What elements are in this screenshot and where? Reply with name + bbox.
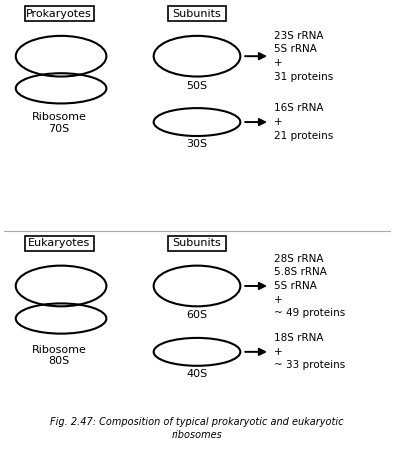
Text: Ribosome
70S: Ribosome 70S [32, 113, 87, 134]
Text: 28S rRNA
5.8S rRNA
5S rRNA
+
~ 49 proteins: 28S rRNA 5.8S rRNA 5S rRNA + ~ 49 protei… [274, 254, 345, 318]
Text: Subunits: Subunits [173, 239, 221, 248]
Text: 30S: 30S [186, 139, 208, 149]
Text: 50S: 50S [186, 81, 208, 92]
Text: 23S rRNA
5S rRNA
+
31 proteins: 23S rRNA 5S rRNA + 31 proteins [274, 31, 333, 81]
Text: Eukaryotes: Eukaryotes [28, 239, 90, 248]
Text: 60S: 60S [186, 310, 208, 320]
Text: Fig. 2.47: Composition of typical prokaryotic and eukaryotic
ribosomes: Fig. 2.47: Composition of typical prokar… [50, 417, 344, 440]
Text: 18S rRNA
+
~ 33 proteins: 18S rRNA + ~ 33 proteins [274, 333, 345, 371]
Text: 40S: 40S [186, 369, 208, 379]
Text: 16S rRNA
+
21 proteins: 16S rRNA + 21 proteins [274, 104, 333, 141]
Text: Ribosome
80S: Ribosome 80S [32, 345, 87, 366]
Text: Prokaryotes: Prokaryotes [26, 8, 92, 19]
Text: Subunits: Subunits [173, 8, 221, 19]
